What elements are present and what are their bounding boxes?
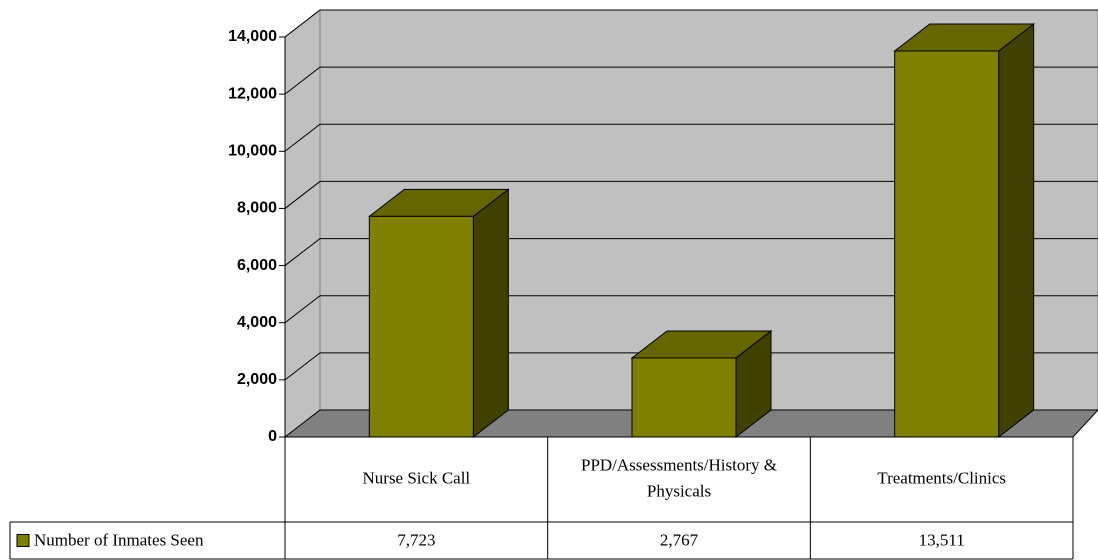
x-tick-label: Nurse Sick Call — [363, 468, 471, 487]
label-line: Physicals — [647, 481, 711, 500]
grid-line — [284, 180, 1098, 209]
legend-label: Number of Inmates Seen — [34, 530, 204, 549]
grid-line — [284, 9, 1098, 38]
data-label: 7,723 — [397, 530, 435, 549]
bar-side — [998, 22, 1035, 439]
y-tick-label: 4,000 — [237, 314, 277, 331]
y-tick-label: 10,000 — [228, 143, 277, 160]
grid-line — [284, 123, 1098, 152]
bar — [368, 215, 474, 438]
y-tick-label: 6,000 — [237, 257, 277, 274]
grid-line — [284, 238, 1098, 266]
y-tick-label: 2,000 — [237, 371, 277, 388]
y-tick-label: 12,000 — [228, 85, 277, 102]
y-tick-label: 8,000 — [237, 200, 277, 217]
data-label: 2,767 — [660, 530, 699, 549]
grid-line — [284, 295, 1098, 324]
y-tick-label: 14,000 — [228, 28, 277, 45]
label-line: PPD/Assessments/History & — [581, 455, 777, 474]
x-tick-label: PPD/Assessments/History & Physicals — [581, 455, 777, 500]
bar — [631, 357, 737, 438]
bar — [894, 50, 1000, 438]
y-tick-label: 0 — [268, 428, 277, 445]
side-wall — [284, 8, 321, 439]
x-tick-label: Treatments/Clinics — [877, 468, 1006, 487]
legend-swatch — [16, 534, 30, 547]
grid-line — [284, 352, 1098, 381]
data-label: 13,511 — [919, 530, 965, 549]
grid-line — [284, 66, 1098, 95]
bar-side — [472, 188, 509, 439]
